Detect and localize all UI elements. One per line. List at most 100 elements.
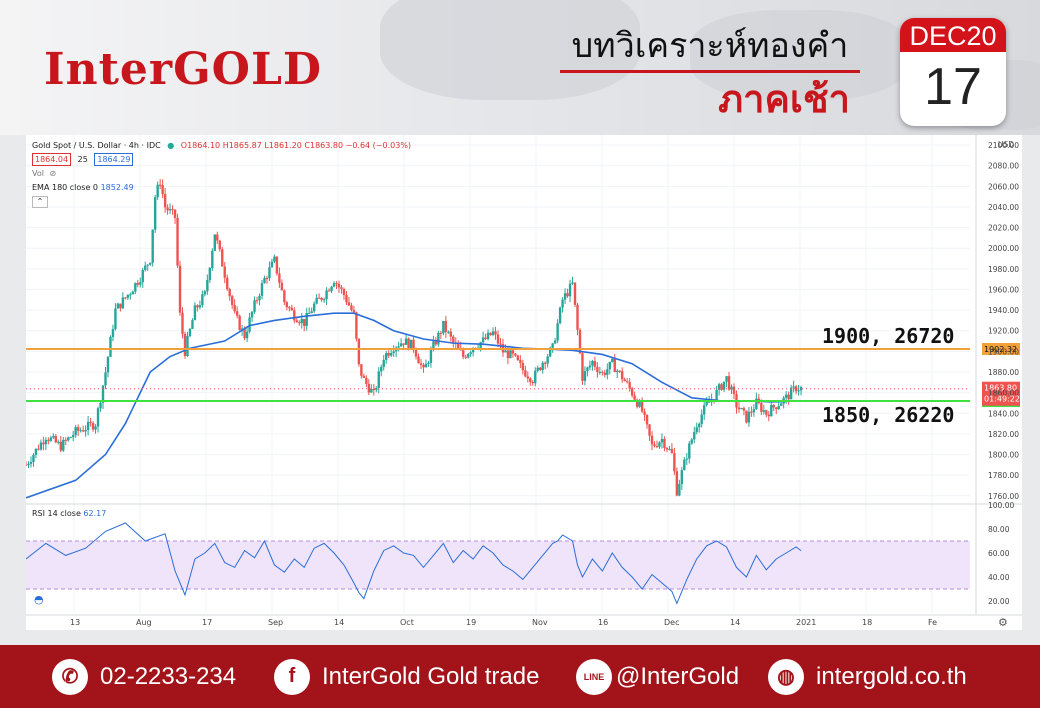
ohlc-readout: O1864.10 H1865.87 L1861.20 C1863.80 −0.6…: [180, 141, 412, 150]
candle-body: [504, 350, 507, 353]
candle-body: [327, 290, 331, 292]
countdown-tag-text: 01:49:22: [984, 395, 1020, 404]
globe-icon: ◍: [768, 658, 804, 695]
last-price-tag: [982, 381, 1020, 406]
candle-body: [315, 297, 318, 304]
level-label: 1850, 26220: [822, 403, 954, 427]
candle-body: [534, 370, 537, 384]
y-axis-tick: 2080.00: [988, 162, 1019, 171]
footer-phone[interactable]: ✆ 02-2233-234: [52, 645, 236, 708]
candle-body: [370, 389, 373, 393]
x-axis-tick: 19: [466, 618, 476, 627]
candle-body: [568, 283, 572, 297]
x-axis-tick: 18: [862, 618, 872, 627]
candle-body: [494, 331, 497, 335]
candle-body: [695, 427, 698, 433]
candle-body: [466, 354, 470, 358]
x-axis-tick: Oct: [400, 618, 414, 627]
candle-body: [226, 277, 229, 290]
candle-body: [39, 442, 43, 450]
candle-body: [168, 209, 172, 211]
candle-body: [720, 384, 723, 390]
candle-body: [275, 256, 279, 274]
candle-body: [633, 395, 636, 400]
candle-body: [578, 329, 582, 354]
level-price-tag-text: 1902.32: [984, 345, 1017, 354]
footer-website[interactable]: ◍ intergold.co.th: [768, 645, 967, 708]
candle-body: [360, 364, 363, 376]
candle-body: [355, 312, 358, 339]
candle-body: [797, 390, 800, 392]
candle-body: [623, 379, 626, 382]
candle-body: [752, 409, 756, 413]
candle-body: [54, 436, 58, 443]
x-axis-tick: 16: [598, 618, 608, 627]
candle-body: [29, 461, 33, 464]
candle-body: [303, 318, 306, 326]
candle-body: [116, 303, 120, 309]
candle-body: [777, 405, 780, 410]
level-price-tag: [982, 342, 1020, 355]
candle-body: [206, 280, 209, 292]
candle-body: [96, 408, 100, 427]
candle-body: [541, 362, 544, 370]
footer-line[interactable]: LINE @InterGold: [576, 645, 739, 708]
x-axis-tick: Sep: [268, 618, 283, 627]
candle-body: [730, 386, 733, 390]
candle-body: [780, 403, 783, 406]
candle-body: [156, 184, 159, 198]
ask-price-box[interactable]: 1864.29: [94, 153, 134, 166]
rsi-label: RSI 14 close: [32, 509, 81, 518]
candle-body: [611, 358, 614, 362]
candle-body: [176, 217, 179, 266]
y-axis-tick: 1960.00: [988, 285, 1019, 294]
candle-body: [208, 267, 212, 281]
eye-hidden-icon[interactable]: ⊘: [49, 169, 57, 178]
candle-body: [158, 184, 162, 186]
candle-body: [732, 386, 736, 395]
headline-subtitle: ภาคเช้า: [718, 77, 850, 121]
candle-body: [630, 388, 634, 396]
candle-body: [427, 362, 430, 364]
candle-body: [265, 278, 269, 280]
collapse-legend-icon[interactable]: ⌃: [32, 196, 48, 208]
candle-body: [350, 305, 353, 311]
candle-body: [322, 299, 326, 301]
candle-body: [412, 339, 415, 350]
candle-body: [566, 293, 569, 297]
candle-body: [628, 382, 631, 389]
candle-body: [529, 378, 532, 383]
candle-body: [34, 448, 38, 455]
candle-body: [387, 353, 390, 356]
candle-body: [310, 311, 313, 313]
calendar-month: DEC20: [900, 18, 1006, 52]
candle-body: [104, 372, 107, 386]
settings-gear-icon[interactable]: ⚙: [998, 616, 1008, 629]
candle-body: [149, 262, 152, 265]
candle-body: [658, 442, 661, 447]
candle-body: [260, 283, 264, 296]
candle-body: [787, 394, 790, 400]
candle-body: [320, 297, 323, 300]
bid-price-box[interactable]: 1864.04: [32, 153, 72, 166]
candle-body: [422, 364, 425, 368]
candle-body: [683, 459, 686, 471]
candle-body: [675, 471, 679, 496]
candle-body: [424, 363, 428, 368]
candle-body: [414, 349, 418, 357]
candle-body: [196, 305, 199, 308]
x-axis-tick: 17: [202, 618, 212, 627]
candle-body: [201, 294, 204, 306]
spread-value: 25: [77, 155, 88, 164]
candle-body: [126, 294, 130, 298]
footer-facebook[interactable]: f InterGold Gold trade: [274, 645, 539, 708]
candle-body: [539, 367, 542, 370]
indicator-dots-icon[interactable]: ●: [167, 141, 175, 150]
candle-body: [238, 315, 241, 330]
candle-body: [506, 350, 510, 359]
rsi-axis-tick: 20.00: [988, 597, 1010, 606]
candle-body: [253, 300, 256, 312]
candle-body: [72, 435, 75, 438]
